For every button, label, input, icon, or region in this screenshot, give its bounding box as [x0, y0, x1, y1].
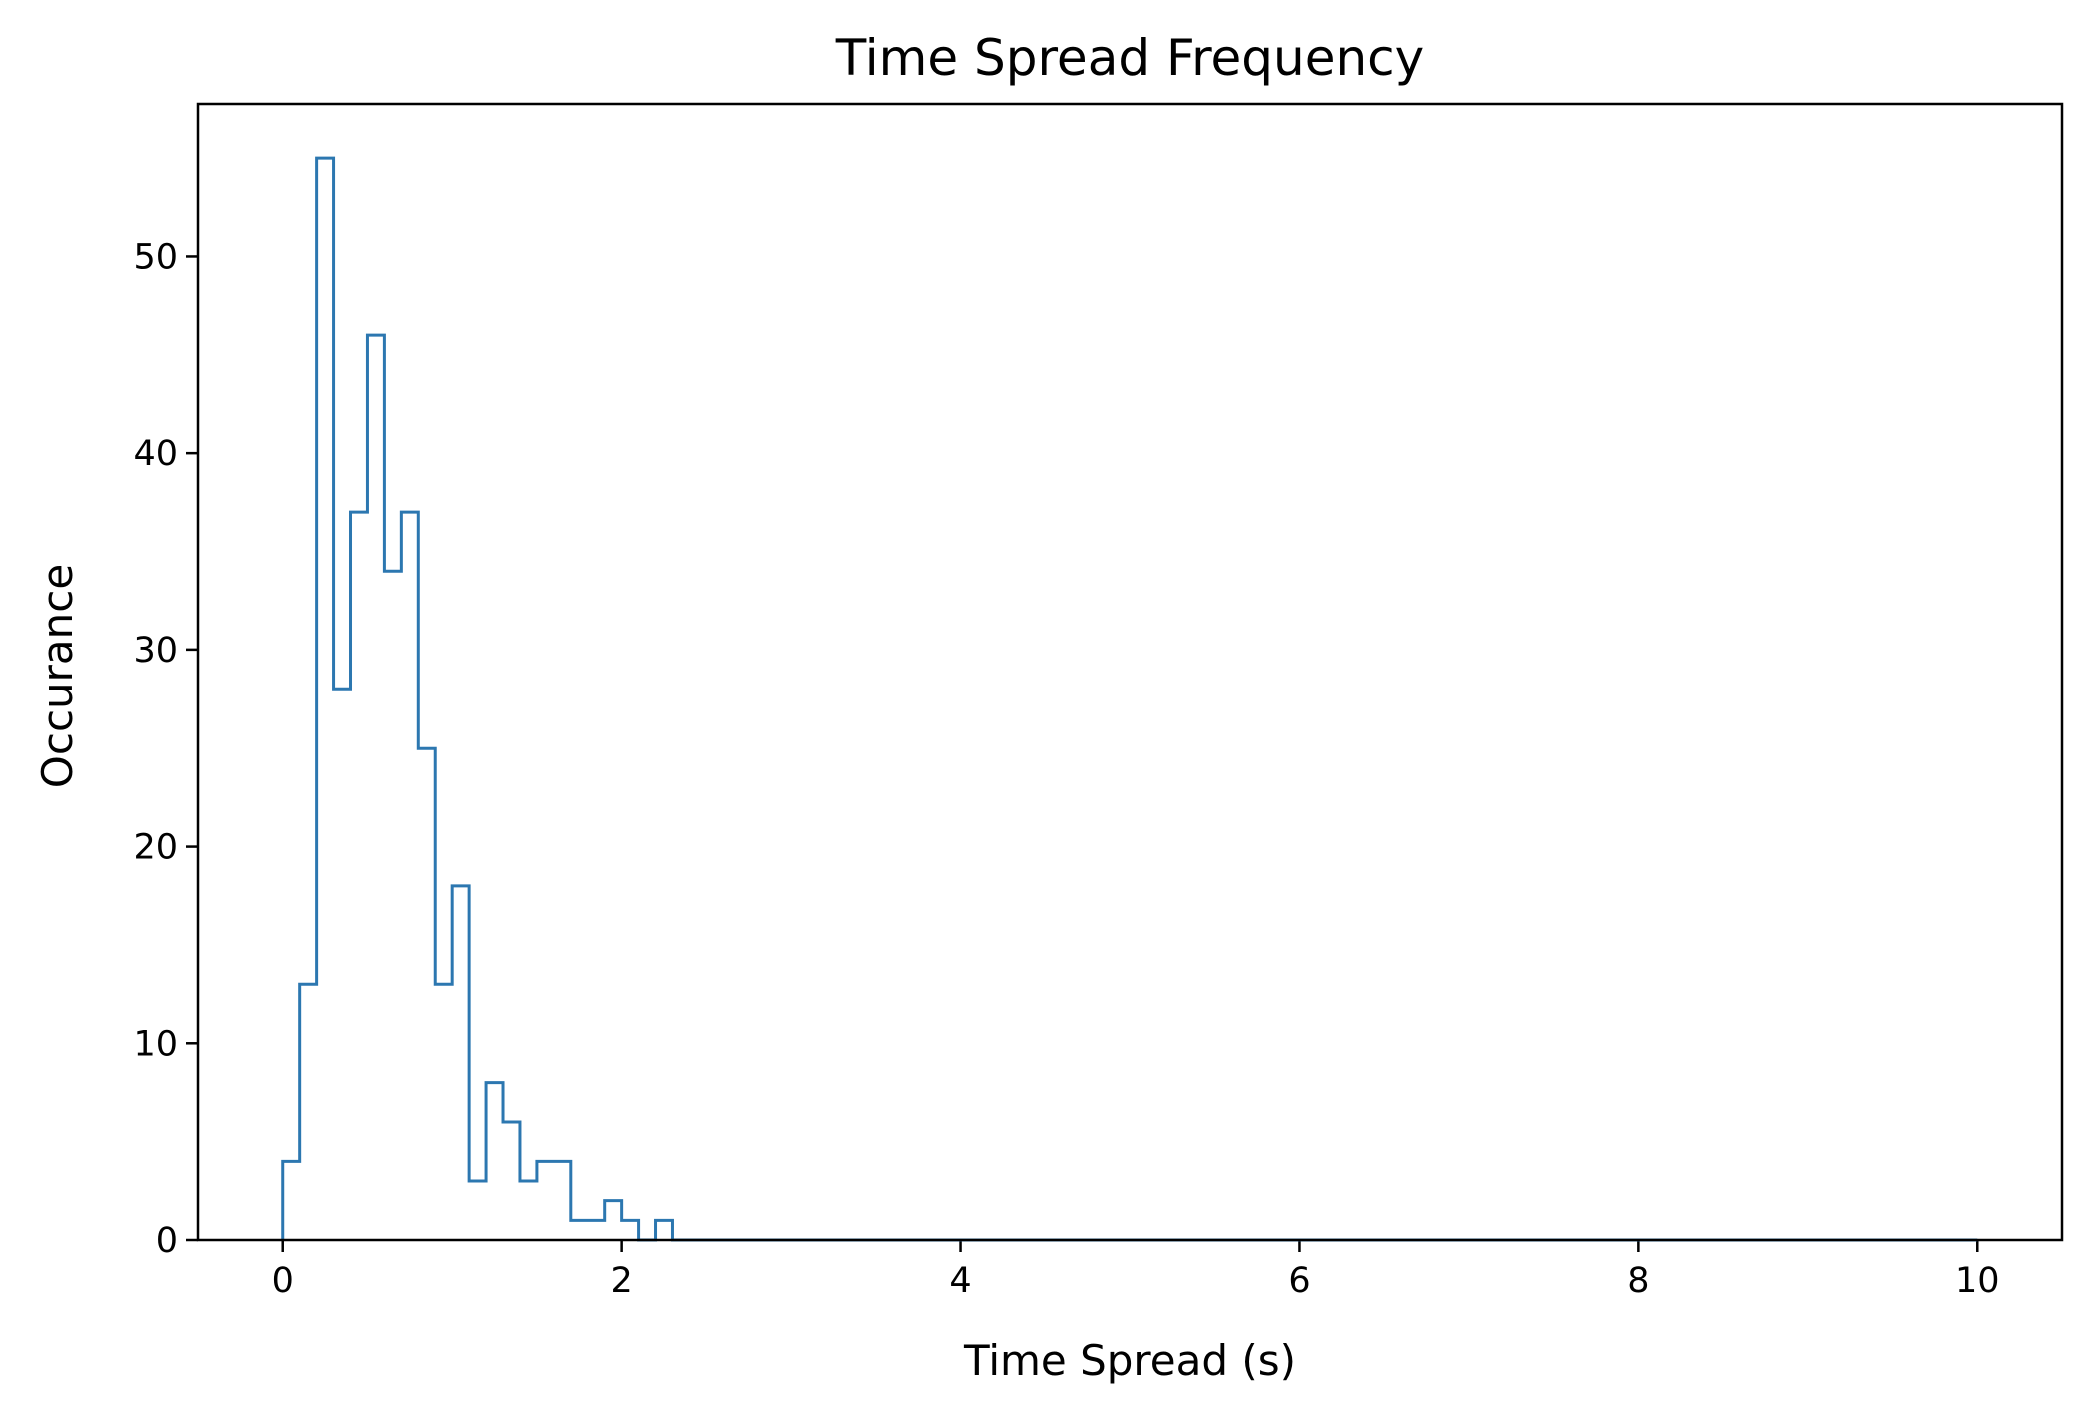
x-tick-label: 2 — [610, 1261, 632, 1301]
x-tick-label: 4 — [949, 1261, 971, 1301]
y-tick-label: 50 — [133, 237, 178, 277]
x-tick-label: 0 — [272, 1261, 294, 1301]
x-tick-label: 8 — [1627, 1261, 1649, 1301]
x-tick-label: 10 — [1955, 1261, 2000, 1301]
histogram-series — [281, 156, 1978, 1242]
y-tick-label: 30 — [133, 631, 178, 671]
y-tick-label: 20 — [133, 828, 178, 868]
x-axis-label: Time Spread (s) — [963, 1336, 1296, 1385]
y-axis-label: Occurance — [33, 564, 82, 788]
y-tick-label: 10 — [133, 1024, 178, 1064]
x-axis-ticks: 0 2 4 6 8 10 — [272, 1240, 2000, 1301]
chart-title: Time Spread Frequency — [835, 29, 1425, 87]
y-tick-label: 0 — [156, 1221, 178, 1261]
y-axis-ticks: 0 10 20 30 40 50 — [133, 237, 198, 1261]
x-tick-label: 6 — [1288, 1261, 1310, 1301]
y-tick-label: 40 — [133, 434, 178, 474]
plot-frame — [196, 102, 2064, 1242]
